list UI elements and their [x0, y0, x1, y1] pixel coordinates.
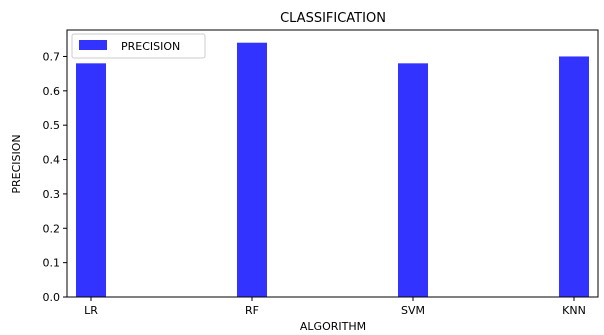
x-tick-label-rf: RF [245, 304, 259, 317]
legend-label: PRECISION [121, 40, 180, 53]
bar-rf [237, 42, 267, 297]
x-axis-title: ALGORITHM [300, 320, 366, 333]
y-axis-ticks: 0.0 0.1 0.2 0.3 0.4 0.5 0.6 0.7 [43, 50, 67, 304]
y-tick-label: 0.4 [43, 154, 61, 167]
y-axis-title: PRECISION [10, 134, 23, 193]
y-tick-label: 0.0 [43, 291, 61, 304]
x-axis-ticks: LR RF SVM KNN [84, 297, 586, 317]
bar-knn [559, 56, 589, 298]
x-tick-label-knn: KNN [562, 304, 586, 317]
legend-swatch [79, 40, 107, 50]
plot-frame [66, 29, 599, 298]
x-tick-label-lr: LR [84, 304, 98, 317]
chart-title: CLASSIFICATION [280, 11, 386, 26]
y-tick-label: 0.1 [43, 257, 61, 270]
y-tick-label: 0.5 [43, 119, 61, 132]
bar-lr [76, 63, 106, 297]
x-tick-label-svm: SVM [401, 304, 425, 317]
bar-svm [398, 63, 428, 297]
bars-group [76, 42, 589, 298]
y-tick-label: 0.6 [43, 85, 61, 98]
y-tick-label: 0.3 [43, 188, 61, 201]
y-tick-label: 0.2 [43, 222, 61, 235]
legend: PRECISION [71, 33, 206, 59]
y-tick-label: 0.7 [43, 50, 61, 63]
